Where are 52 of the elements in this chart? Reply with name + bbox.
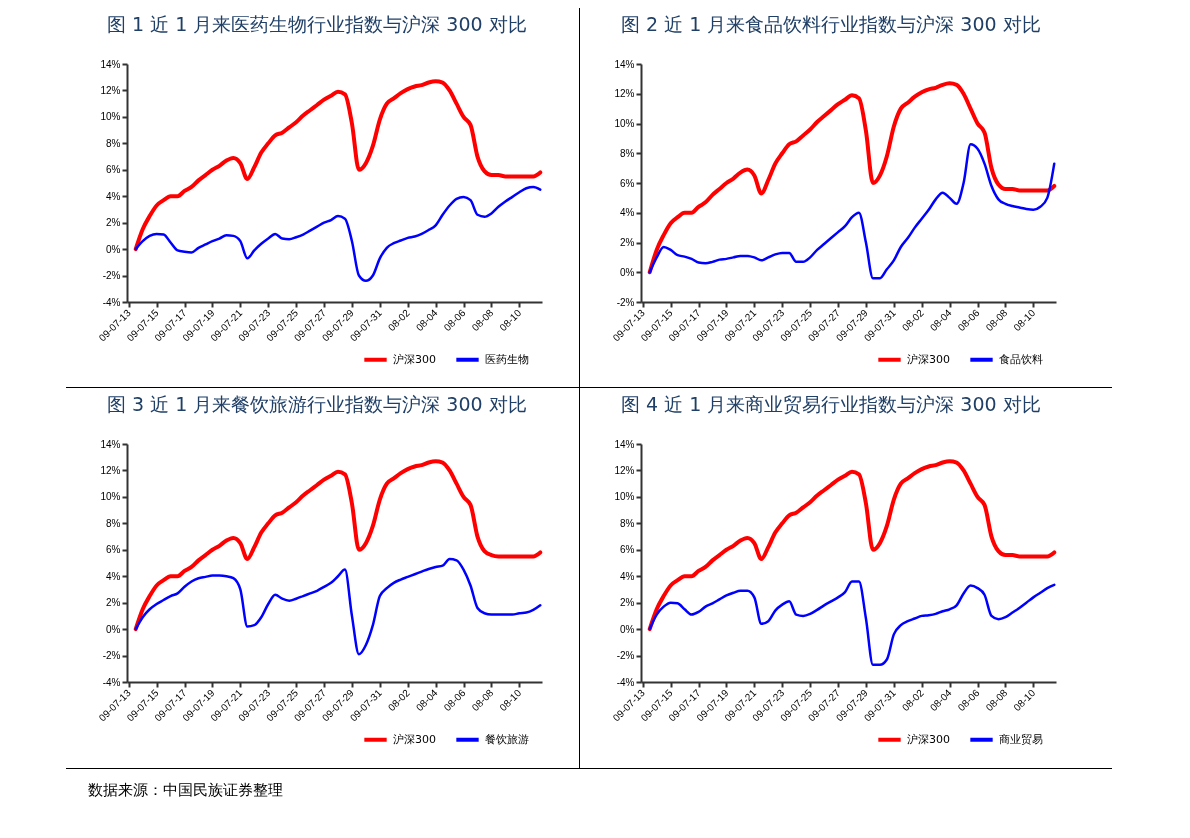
chart-title: 图 4 近 1 月来商业贸易行业指数与沪深 300 对比 — [621, 393, 1041, 415]
y-tick-label: -2% — [102, 650, 121, 662]
y-tick-label: -2% — [616, 296, 635, 308]
y-tick-label: 14% — [614, 438, 635, 450]
y-tick-label: 0% — [620, 266, 635, 278]
y-tick-label: 6% — [106, 544, 121, 556]
y-tick-label: 8% — [106, 137, 121, 149]
y-tick-label: 14% — [100, 438, 121, 450]
legend-label: 沪深300 — [907, 732, 950, 746]
y-tick-label: 12% — [100, 84, 121, 96]
y-tick-label: 12% — [614, 88, 635, 100]
y-tick-label: 8% — [620, 147, 635, 159]
y-tick-label: 10% — [614, 491, 635, 503]
y-tick-label: -2% — [102, 270, 121, 282]
y-tick-label: 4% — [620, 207, 635, 219]
legend-label: 食品饮料 — [999, 352, 1043, 366]
source-note: 数据来源：中国民族证券整理 — [88, 781, 284, 800]
legend-label: 沪深300 — [393, 732, 436, 746]
y-tick-label: 2% — [106, 217, 121, 229]
y-tick-label: 14% — [100, 58, 121, 70]
y-tick-label: 10% — [100, 491, 121, 503]
y-tick-label: 10% — [614, 118, 635, 129]
y-tick-label: 2% — [620, 597, 635, 609]
legend-label: 餐饮旅游 — [485, 732, 529, 746]
y-tick-label: 6% — [106, 164, 121, 176]
y-tick-label: -4% — [102, 296, 121, 308]
legend-label: 医药生物 — [485, 352, 529, 366]
y-tick-label: -4% — [616, 676, 635, 688]
y-tick-label: -4% — [102, 676, 121, 688]
y-tick-label: 8% — [106, 517, 121, 529]
legend-label: 沪深300 — [907, 352, 950, 366]
y-tick-label: 4% — [620, 570, 635, 582]
legend-label: 商业贸易 — [999, 732, 1043, 746]
y-tick-label: 12% — [100, 464, 121, 476]
y-tick-label: 2% — [106, 597, 121, 609]
legend-label: 沪深300 — [393, 352, 436, 366]
y-tick-label: 6% — [620, 544, 635, 556]
chart-title: 图 1 近 1 月来医药生物行业指数与沪深 300 对比 — [107, 13, 527, 35]
y-tick-label: -2% — [616, 650, 635, 662]
y-tick-label: 2% — [620, 237, 635, 248]
y-tick-label: 12% — [614, 464, 635, 476]
y-tick-label: 0% — [620, 623, 635, 635]
y-tick-label: 4% — [106, 190, 121, 202]
chart-title: 图 2 近 1 月来食品饮料行业指数与沪深 300 对比 — [621, 13, 1041, 35]
y-tick-label: 10% — [100, 111, 121, 123]
y-tick-label: 0% — [106, 243, 121, 255]
chart-title: 图 3 近 1 月来餐饮旅游行业指数与沪深 300 对比 — [107, 393, 527, 415]
y-tick-label: 4% — [106, 570, 121, 582]
y-tick-label: 6% — [620, 177, 635, 189]
y-tick-label: 8% — [620, 517, 635, 529]
y-tick-label: 14% — [614, 58, 635, 70]
y-tick-label: 0% — [106, 623, 121, 635]
